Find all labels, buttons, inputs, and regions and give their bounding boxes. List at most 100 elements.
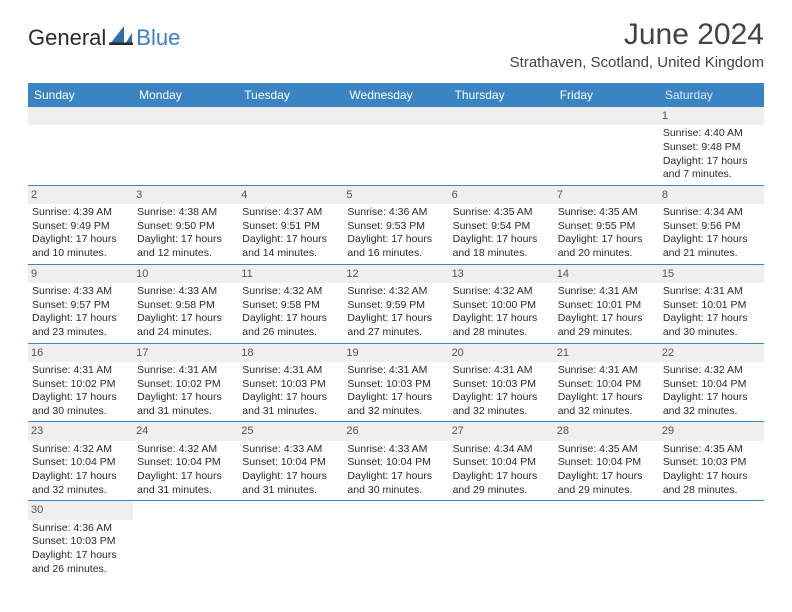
week-row: 23Sunrise: 4:32 AMSunset: 10:04 PMDaylig… — [28, 422, 764, 501]
sunset-line: Sunset: 10:02 PM — [32, 378, 129, 392]
daylight-line: Daylight: 17 hours and 26 minutes. — [32, 549, 129, 576]
sunrise-line: Sunrise: 4:34 AM — [663, 206, 760, 220]
day-cell: 15Sunrise: 4:31 AMSunset: 10:01 PMDaylig… — [659, 265, 764, 343]
sunset-line: Sunset: 10:04 PM — [242, 456, 339, 470]
day-cell: 10Sunrise: 4:33 AMSunset: 9:58 PMDayligh… — [133, 265, 238, 343]
week-row: 1Sunrise: 4:40 AMSunset: 9:48 PMDaylight… — [28, 107, 764, 186]
daylight-line: Daylight: 17 hours and 28 minutes. — [453, 312, 550, 339]
weeks-container: 1Sunrise: 4:40 AMSunset: 9:48 PMDaylight… — [28, 107, 764, 579]
daylight-line: Daylight: 17 hours and 7 minutes. — [663, 155, 760, 182]
day-number-blank — [343, 107, 448, 125]
sunset-line: Sunset: 10:02 PM — [137, 378, 234, 392]
sunrise-line: Sunrise: 4:35 AM — [453, 206, 550, 220]
daylight-line: Daylight: 17 hours and 14 minutes. — [242, 233, 339, 260]
daylight-line: Daylight: 17 hours and 31 minutes. — [137, 391, 234, 418]
sunset-line: Sunset: 10:03 PM — [453, 378, 550, 392]
sunset-line: Sunset: 9:58 PM — [137, 299, 234, 313]
day-number-blank — [554, 107, 659, 125]
day-cell: 11Sunrise: 4:32 AMSunset: 9:58 PMDayligh… — [238, 265, 343, 343]
calendar-page: General Blue June 2024 Strathaven, Scotl… — [0, 0, 792, 597]
day-number: 5 — [343, 186, 448, 204]
daylight-line: Daylight: 17 hours and 27 minutes. — [347, 312, 444, 339]
sunrise-line: Sunrise: 4:32 AM — [242, 285, 339, 299]
week-row: 30Sunrise: 4:36 AMSunset: 10:03 PMDaylig… — [28, 501, 764, 579]
day-cell: 29Sunrise: 4:35 AMSunset: 10:03 PMDaylig… — [659, 422, 764, 500]
empty-cell — [133, 501, 238, 579]
day-number: 2 — [28, 186, 133, 204]
sunrise-line: Sunrise: 4:31 AM — [137, 364, 234, 378]
day-cell: 3Sunrise: 4:38 AMSunset: 9:50 PMDaylight… — [133, 186, 238, 264]
day-number: 27 — [449, 422, 554, 440]
sunset-line: Sunset: 9:49 PM — [32, 220, 129, 234]
sunrise-line: Sunrise: 4:32 AM — [347, 285, 444, 299]
daylight-line: Daylight: 17 hours and 30 minutes. — [663, 312, 760, 339]
day-cell: 1Sunrise: 4:40 AMSunset: 9:48 PMDaylight… — [659, 107, 764, 185]
day-cell: 23Sunrise: 4:32 AMSunset: 10:04 PMDaylig… — [28, 422, 133, 500]
day-cell: 27Sunrise: 4:34 AMSunset: 10:04 PMDaylig… — [449, 422, 554, 500]
day-number: 19 — [343, 344, 448, 362]
daylight-line: Daylight: 17 hours and 20 minutes. — [558, 233, 655, 260]
day-cell: 13Sunrise: 4:32 AMSunset: 10:00 PMDaylig… — [449, 265, 554, 343]
sunrise-line: Sunrise: 4:35 AM — [558, 443, 655, 457]
day-number: 1 — [659, 107, 764, 125]
daylight-line: Daylight: 17 hours and 32 minutes. — [558, 391, 655, 418]
sunset-line: Sunset: 9:58 PM — [242, 299, 339, 313]
daylight-line: Daylight: 17 hours and 31 minutes. — [242, 391, 339, 418]
sunrise-line: Sunrise: 4:31 AM — [558, 364, 655, 378]
day-number: 17 — [133, 344, 238, 362]
sunset-line: Sunset: 9:50 PM — [137, 220, 234, 234]
day-cell: 24Sunrise: 4:32 AMSunset: 10:04 PMDaylig… — [133, 422, 238, 500]
day-number: 14 — [554, 265, 659, 283]
title-block: June 2024 Strathaven, Scotland, United K… — [510, 18, 764, 77]
day-number: 25 — [238, 422, 343, 440]
day-number: 4 — [238, 186, 343, 204]
daylight-line: Daylight: 17 hours and 18 minutes. — [453, 233, 550, 260]
week-row: 9Sunrise: 4:33 AMSunset: 9:57 PMDaylight… — [28, 265, 764, 344]
daylight-line: Daylight: 17 hours and 32 minutes. — [32, 470, 129, 497]
sunset-line: Sunset: 9:56 PM — [663, 220, 760, 234]
day-cell: 20Sunrise: 4:31 AMSunset: 10:03 PMDaylig… — [449, 344, 554, 422]
day-header-row: Sunday Monday Tuesday Wednesday Thursday… — [28, 83, 764, 107]
empty-cell — [343, 107, 448, 185]
sunrise-line: Sunrise: 4:31 AM — [663, 285, 760, 299]
empty-cell — [238, 107, 343, 185]
daylight-line: Daylight: 17 hours and 16 minutes. — [347, 233, 444, 260]
day-cell: 12Sunrise: 4:32 AMSunset: 9:59 PMDayligh… — [343, 265, 448, 343]
sunrise-line: Sunrise: 4:31 AM — [453, 364, 550, 378]
day-number: 11 — [238, 265, 343, 283]
sunrise-line: Sunrise: 4:35 AM — [558, 206, 655, 220]
day-cell: 16Sunrise: 4:31 AMSunset: 10:02 PMDaylig… — [28, 344, 133, 422]
day-number: 21 — [554, 344, 659, 362]
sunset-line: Sunset: 9:54 PM — [453, 220, 550, 234]
sunrise-line: Sunrise: 4:31 AM — [558, 285, 655, 299]
daylight-line: Daylight: 17 hours and 30 minutes. — [32, 391, 129, 418]
day-number: 29 — [659, 422, 764, 440]
daylight-line: Daylight: 17 hours and 24 minutes. — [137, 312, 234, 339]
daylight-line: Daylight: 17 hours and 31 minutes. — [242, 470, 339, 497]
sunrise-line: Sunrise: 4:35 AM — [663, 443, 760, 457]
day-header-sun: Sunday — [28, 83, 133, 107]
sunset-line: Sunset: 10:03 PM — [32, 535, 129, 549]
sunrise-line: Sunrise: 4:33 AM — [32, 285, 129, 299]
logo-text-general: General — [28, 25, 106, 51]
empty-cell — [554, 107, 659, 185]
sunrise-line: Sunrise: 4:32 AM — [32, 443, 129, 457]
empty-cell — [449, 501, 554, 579]
sunrise-line: Sunrise: 4:33 AM — [347, 443, 444, 457]
day-number: 26 — [343, 422, 448, 440]
daylight-line: Daylight: 17 hours and 29 minutes. — [558, 470, 655, 497]
day-number: 16 — [28, 344, 133, 362]
sail-icon — [108, 24, 134, 51]
day-number: 24 — [133, 422, 238, 440]
sunset-line: Sunset: 10:03 PM — [663, 456, 760, 470]
day-number: 20 — [449, 344, 554, 362]
sunrise-line: Sunrise: 4:36 AM — [32, 522, 129, 536]
daylight-line: Daylight: 17 hours and 29 minutes. — [558, 312, 655, 339]
logo: General Blue — [28, 24, 180, 51]
sunset-line: Sunset: 10:04 PM — [558, 456, 655, 470]
sunrise-line: Sunrise: 4:32 AM — [663, 364, 760, 378]
sunset-line: Sunset: 10:03 PM — [242, 378, 339, 392]
empty-cell — [28, 107, 133, 185]
day-cell: 2Sunrise: 4:39 AMSunset: 9:49 PMDaylight… — [28, 186, 133, 264]
daylight-line: Daylight: 17 hours and 31 minutes. — [137, 470, 234, 497]
